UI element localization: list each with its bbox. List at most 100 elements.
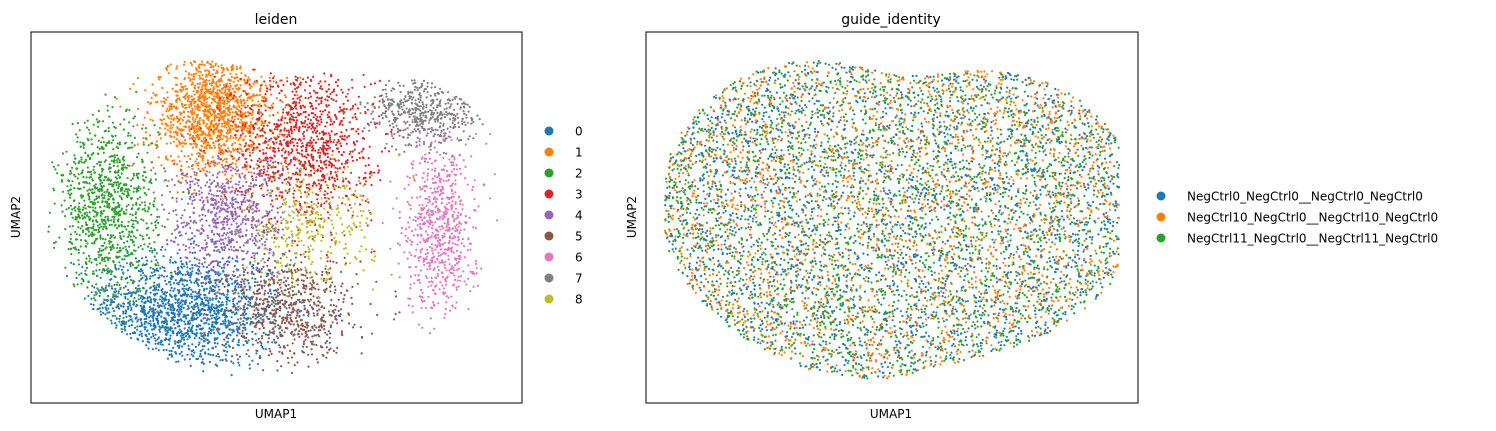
data-point [228,104,231,107]
data-point [289,105,292,108]
data-point [77,226,80,229]
data-point [294,124,297,127]
data-point [130,318,133,321]
data-point [197,306,200,309]
data-point [174,130,177,133]
data-point [303,160,306,163]
data-point [204,125,207,128]
data-point [224,342,228,346]
data-point [183,342,186,345]
data-point [305,183,308,186]
data-point [315,107,318,110]
data-point [179,308,182,311]
data-point [86,242,89,245]
data-point [197,290,201,293]
data-point [311,184,314,187]
data-point [82,181,85,184]
data-point [331,91,334,94]
data-point [85,263,88,266]
data-point [93,294,96,297]
data-point [169,124,172,127]
data-point [105,298,108,302]
data-point [196,292,199,295]
data-point [219,158,222,161]
data-point [236,331,239,334]
data-point [238,355,242,358]
data-point [133,136,136,139]
data-point [178,324,181,328]
data-point [139,268,142,271]
data-point [176,127,179,130]
data-point [224,316,227,319]
data-point [93,191,96,194]
data-point [176,301,180,304]
data-point [270,137,273,140]
data-point [188,94,191,97]
data-point [104,221,107,225]
data-point [188,130,191,133]
data-point [199,293,202,296]
data-point [293,105,296,108]
data-point [106,219,109,222]
data-point [69,240,72,243]
data-point [213,119,216,122]
data-point [226,280,229,283]
data-point [134,287,137,290]
data-point [167,314,170,317]
data-point [109,166,112,169]
data-point [243,163,246,166]
data-point [248,124,251,127]
data-point [321,88,324,91]
data-point [210,128,213,131]
data-point [137,294,140,297]
data-point [331,150,334,153]
data-point [269,85,272,88]
data-point [190,300,193,303]
data-point [64,228,67,231]
data-point [209,309,212,312]
data-point [184,85,187,88]
data-point [271,299,274,302]
data-point [263,168,266,171]
data-point [237,339,240,342]
data-point [237,117,240,121]
data-point [95,293,98,296]
data-point [341,91,344,94]
data-point [347,209,350,212]
data-point [366,108,369,111]
data-point [197,272,200,275]
data-point [317,103,320,106]
data-point [208,129,211,132]
data-point [156,321,160,324]
data-point [180,310,183,313]
data-point [239,110,242,113]
data-point [141,208,144,211]
data-point [203,340,206,343]
data-point [255,118,258,121]
data-point [317,179,320,182]
data-point [309,119,312,122]
data-point [114,294,117,297]
data-point [184,279,187,282]
data-point [232,298,235,301]
data-point [121,330,124,333]
data-point [122,272,125,275]
data-point [196,133,199,137]
data-point [257,108,261,111]
data-point [270,292,273,295]
data-point [91,231,94,234]
data-point [155,286,158,289]
data-point [284,117,287,120]
data-point [278,283,281,286]
data-point [300,145,303,149]
data-point [81,208,84,211]
data-point [124,309,128,312]
data-point [98,147,101,150]
data-point [104,159,107,162]
data-point [167,301,170,304]
data-point [324,80,327,83]
data-point [72,283,75,286]
data-point [131,291,134,294]
data-point [72,173,76,176]
